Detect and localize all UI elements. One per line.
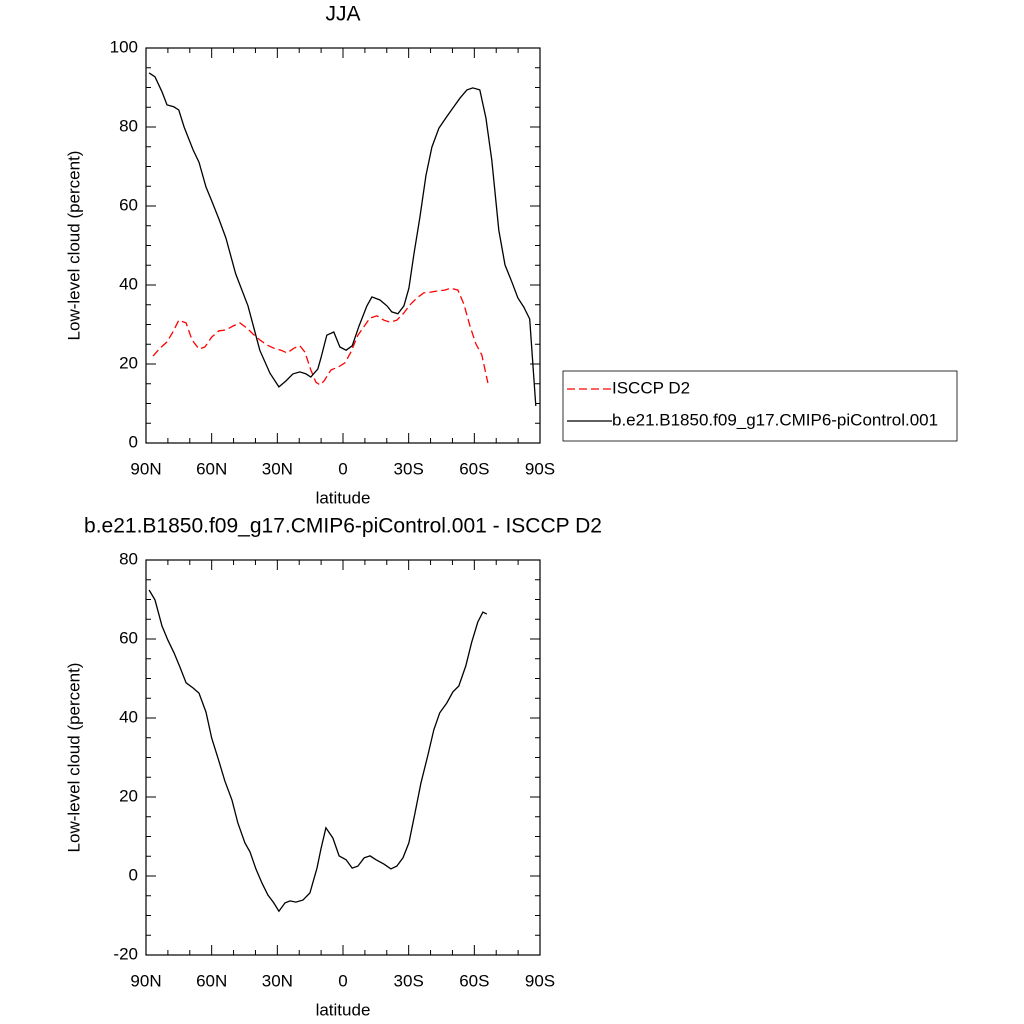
x-tick-label: 90S	[525, 459, 555, 478]
y-tick-label: 40	[119, 274, 138, 293]
legend-label: b.e21.B1850.f09_g17.CMIP6-piControl.001	[612, 410, 938, 429]
x-axis-label: latitude	[316, 1000, 371, 1019]
y-axis-label: Low-level cloud (percent)	[64, 151, 83, 341]
y-tick-label: 0	[129, 865, 138, 884]
plot-frame	[145, 47, 541, 444]
y-tick-label: -20	[113, 944, 138, 963]
x-tick-label: 60N	[196, 971, 227, 990]
chart-title: b.e21.B1850.f09_g17.CMIP6-piControl.001 …	[84, 515, 602, 538]
x-tick-label: 90N	[130, 459, 161, 478]
x-tick-label: 90S	[525, 971, 555, 990]
y-tick-label: 80	[119, 116, 138, 135]
y-tick-label: 100	[110, 37, 138, 56]
legend-box	[562, 370, 958, 442]
data-line	[148, 72, 537, 406]
x-tick-label: 60S	[459, 971, 489, 990]
y-axis-label: Low-level cloud (percent)	[64, 663, 83, 853]
x-axis-label: latitude	[316, 488, 371, 507]
y-tick-label: 20	[119, 786, 138, 805]
x-tick-label: 0	[338, 971, 347, 990]
y-tick-label: 60	[119, 628, 138, 647]
legend-label: ISCCP D2	[612, 378, 690, 397]
x-tick-label: 30S	[394, 459, 424, 478]
data-line	[148, 589, 488, 913]
y-tick-label: 80	[119, 549, 138, 568]
data-line	[152, 287, 489, 386]
x-tick-label: 30N	[262, 971, 293, 990]
plot-frame	[145, 559, 541, 956]
y-tick-label: 20	[119, 353, 138, 372]
x-tick-label: 0	[338, 459, 347, 478]
y-tick-label: 40	[119, 707, 138, 726]
x-tick-label: 90N	[130, 971, 161, 990]
x-tick-label: 30S	[394, 971, 424, 990]
y-tick-label: 60	[119, 195, 138, 214]
chart-title: JJA	[325, 3, 360, 26]
x-tick-label: 30N	[262, 459, 293, 478]
x-tick-label: 60S	[459, 459, 489, 478]
x-tick-label: 60N	[196, 459, 227, 478]
y-tick-label: 0	[129, 432, 138, 451]
